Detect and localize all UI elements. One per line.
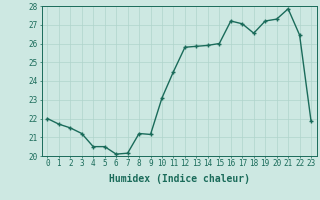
X-axis label: Humidex (Indice chaleur): Humidex (Indice chaleur) [109,174,250,184]
